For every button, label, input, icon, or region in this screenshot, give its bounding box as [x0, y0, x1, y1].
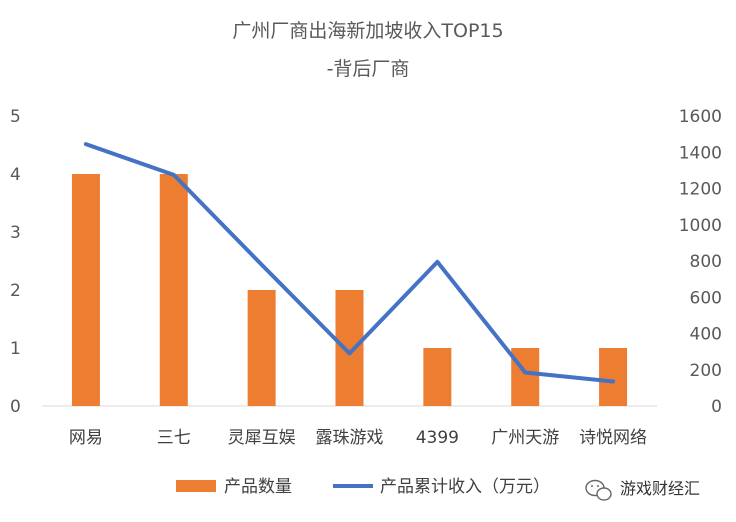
right-tick-label: 1200	[679, 180, 722, 200]
chart-title: 广州厂商出海新加坡收入TOP15	[232, 20, 503, 42]
right-tick-label: 800	[690, 252, 722, 272]
bar	[335, 290, 364, 406]
left-tick-label: 5	[10, 107, 21, 127]
watermark-text: 游戏财经汇	[620, 479, 700, 498]
legend: 产品数量 产品累计收入（万元）	[176, 477, 550, 497]
category-label: 广州天游	[491, 428, 559, 448]
left-tick-label: 3	[10, 223, 21, 243]
legend-bar-swatch	[176, 480, 216, 492]
right-tick-label: 200	[690, 361, 722, 381]
bar	[423, 348, 452, 406]
bar-series	[71, 174, 628, 406]
bar	[71, 174, 100, 406]
legend-bar-label: 产品数量	[224, 477, 292, 497]
left-tick-label: 2	[10, 281, 21, 301]
category-label: 露珠游戏	[316, 428, 384, 448]
wechat-icon	[585, 479, 612, 501]
revenue-line	[83, 142, 616, 384]
category-label: 网易	[69, 428, 103, 448]
category-label: 诗悦网络	[579, 428, 647, 448]
bar	[511, 348, 540, 406]
category-label: 灵犀互娱	[228, 428, 296, 448]
bar	[247, 290, 276, 406]
left-axis-ticks: 0 1 2 3 4 5	[10, 107, 21, 417]
right-axis-ticks: 0 200 400 600 800 1000 1200 1400 1600	[679, 107, 722, 417]
right-tick-label: 600	[690, 288, 722, 308]
right-tick-label: 1600	[679, 107, 722, 127]
bar	[159, 174, 188, 406]
category-label: 4399	[416, 428, 459, 448]
right-tick-label: 0	[711, 397, 722, 417]
watermark: 游戏财经汇	[585, 479, 700, 501]
category-label: 三七	[157, 428, 191, 448]
left-tick-label: 4	[10, 165, 21, 185]
line-series	[83, 142, 616, 384]
legend-line-label: 产品累计收入（万元）	[380, 477, 550, 497]
bar	[599, 348, 628, 406]
left-tick-label: 1	[10, 339, 21, 359]
right-tick-label: 400	[690, 325, 722, 345]
left-tick-label: 0	[10, 397, 21, 417]
category-labels: 网易 三七 灵犀互娱 露珠游戏 4399 广州天游 诗悦网络	[69, 428, 647, 448]
right-tick-label: 1400	[679, 143, 722, 163]
chart-subtitle: -背后厂商	[327, 58, 410, 80]
right-tick-label: 1000	[679, 216, 722, 236]
